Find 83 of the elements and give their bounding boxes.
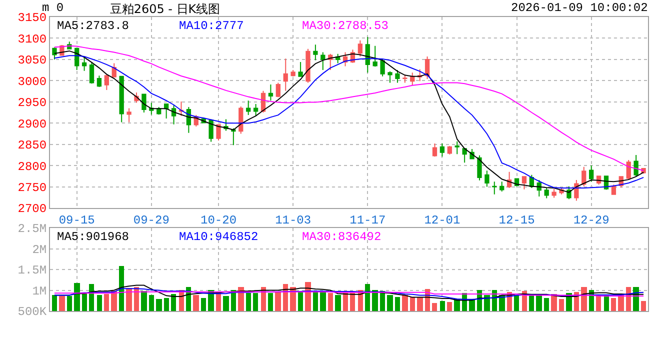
candlestick [552, 188, 556, 198]
x-tick-label: 11-03 [275, 213, 312, 228]
candlestick [313, 44, 318, 61]
candlestick [634, 154, 638, 177]
candlestick [171, 104, 176, 125]
candlestick [380, 58, 385, 77]
x-tick-label: 12-15 [498, 213, 535, 228]
x-tick-label: 09-15 [58, 213, 95, 228]
y-tick-label: 3100 [18, 32, 47, 46]
candlestick [500, 181, 504, 192]
candlestick [424, 56, 430, 80]
y-tick-label: 2750 [18, 180, 47, 195]
candlestick [52, 47, 57, 60]
y-tick-label: 500K [18, 305, 48, 320]
candlestick [142, 94, 146, 113]
candlestick [611, 184, 616, 195]
candlestick [589, 165, 594, 182]
y-tick-label: 3000 [18, 74, 47, 89]
candlestick [126, 108, 132, 123]
series-label: MA5:2783.8 [57, 19, 130, 33]
y-tick-label: 2900 [18, 117, 47, 132]
candlestick [358, 40, 363, 57]
candlestick [216, 124, 221, 142]
candlestick [298, 61, 303, 78]
text: MA30:2788.53 [302, 19, 388, 33]
y-tick-label: 3050 [18, 54, 47, 68]
candlestick [395, 70, 400, 84]
candlestick [410, 72, 415, 86]
y-tick-label: 2.5M [18, 222, 47, 236]
y-tick-label: 2M [32, 242, 47, 257]
x-tick-label: 11-17 [350, 213, 386, 228]
candlestick [388, 70, 392, 84]
y-tick-label: 1M [32, 284, 47, 298]
candlestick [544, 188, 549, 199]
candlestick [320, 52, 326, 71]
y-tick-label: 2950 [18, 96, 47, 110]
candlestick [306, 48, 310, 84]
candlestick [432, 142, 438, 158]
text: MA10:946852 [179, 230, 258, 244]
candlestick [246, 100, 251, 116]
candlestick [462, 148, 467, 164]
text: 2026-01-09 10:00:02 [511, 1, 648, 15]
x-tick-label: 12-29 [573, 213, 610, 228]
candlestick [208, 118, 214, 142]
candlestick [506, 171, 512, 189]
candlestick [283, 58, 288, 92]
y-tick-label: 2700 [18, 202, 47, 216]
candlestick [440, 142, 445, 158]
candlestick [290, 70, 296, 77]
y-tick-label: 3150 [18, 11, 47, 26]
y-tick-label: 2850 [18, 138, 47, 153]
candlestick [231, 128, 236, 146]
text: MA30:836492 [302, 230, 382, 244]
y-tick-label: 1.5M [18, 264, 47, 278]
candlestick [253, 104, 258, 116]
candlestick [492, 181, 497, 195]
chart-title: 豆粕2605 - 日K线图 [110, 2, 220, 16]
candlestick [178, 100, 184, 116]
candlestick [89, 61, 94, 84]
candlestick [365, 36, 370, 74]
candlestick [626, 160, 631, 180]
text: MA5:901968 [57, 230, 130, 244]
candlestick [454, 140, 460, 155]
candlestick [82, 56, 87, 72]
line-series [54, 45, 644, 172]
candlestick [402, 74, 408, 84]
x-tick-label: 09-29 [133, 213, 170, 228]
candlestick [119, 76, 124, 123]
candlestick [582, 166, 586, 187]
candlestick [164, 104, 169, 119]
x-tick-label: 10-20 [200, 213, 237, 228]
candlestick [477, 154, 482, 181]
y-tick-label: 2800 [18, 160, 47, 174]
candlestick [104, 74, 109, 90]
candlestick [372, 45, 378, 68]
candlestick [268, 84, 274, 102]
text: MA10:2777 [179, 19, 244, 33]
candlestick [522, 176, 527, 190]
candlestick [447, 146, 452, 156]
candlestick [96, 75, 102, 88]
candlestick [484, 170, 490, 188]
x-tick-label: 12-01 [424, 213, 460, 228]
candlestick [276, 82, 280, 98]
